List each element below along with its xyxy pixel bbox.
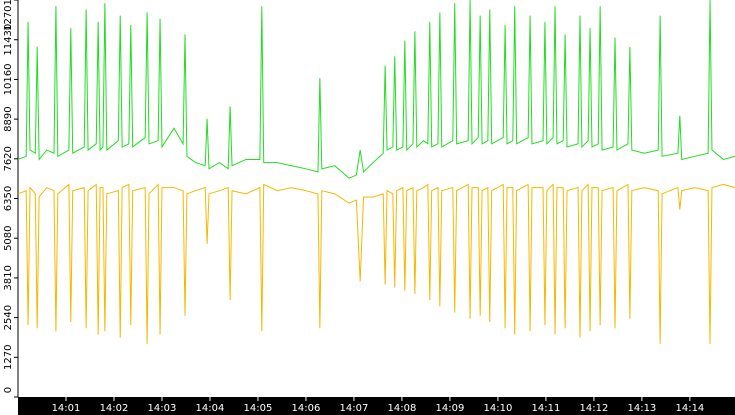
x-tick-label: 14:02 bbox=[100, 403, 129, 414]
x-tick-label: 14:14 bbox=[675, 403, 704, 414]
x-tick-label: 14:10 bbox=[484, 403, 513, 414]
x-axis-bar bbox=[18, 397, 735, 415]
series-line bbox=[17, 0, 735, 179]
x-tick-label: 14:05 bbox=[244, 403, 273, 414]
x-tick-label: 14:08 bbox=[388, 403, 417, 414]
x-tick-label: 14:06 bbox=[292, 403, 321, 414]
y-tick-label: 1270 bbox=[3, 345, 14, 370]
y-tick-label: 6350 bbox=[3, 186, 14, 211]
y-tick-label: 2540 bbox=[3, 305, 14, 330]
y-tick-label: 7620 bbox=[3, 146, 14, 171]
x-tick-label: 14:13 bbox=[627, 403, 656, 414]
x-tick-label: 14:04 bbox=[196, 403, 225, 414]
x-tick-label: 14:03 bbox=[148, 403, 177, 414]
y-tick-label: 0 bbox=[3, 387, 14, 393]
series-line bbox=[17, 183, 735, 344]
y-tick-label: 3810 bbox=[3, 265, 14, 290]
x-tick-label: 14:12 bbox=[579, 403, 608, 414]
y-tick-label: 5080 bbox=[3, 225, 14, 250]
y-tick-label: 11430 bbox=[3, 24, 14, 56]
x-tick-label: 14:11 bbox=[531, 403, 560, 414]
x-tick-label: 14:07 bbox=[340, 403, 369, 414]
x-tick-label: 14:09 bbox=[436, 403, 465, 414]
y-tick-label: 10160 bbox=[3, 64, 14, 96]
y-tick-label: 12701 bbox=[3, 0, 14, 31]
x-tick-label: 14:01 bbox=[52, 403, 81, 414]
y-tick-label: 8890 bbox=[3, 106, 14, 131]
